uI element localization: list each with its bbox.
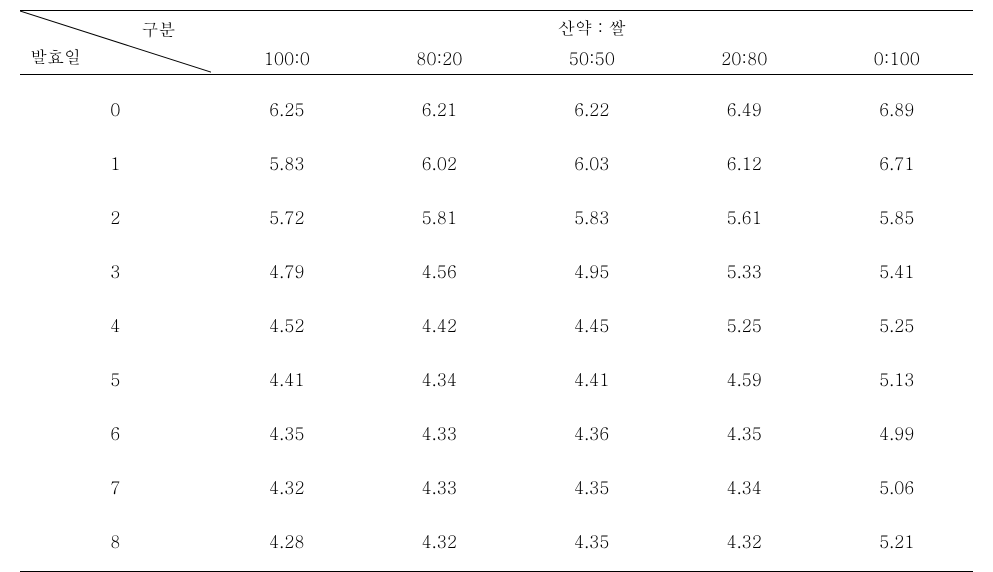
data-cell: 6.12 [668, 136, 820, 190]
data-cell: 5.21 [820, 514, 973, 572]
data-cell: 6.03 [516, 136, 668, 190]
data-cell: 6.22 [516, 75, 668, 137]
data-cell: 4.35 [516, 514, 668, 572]
table-row: 1 5.83 6.02 6.03 6.12 6.71 [20, 136, 973, 190]
data-cell: 6.89 [820, 75, 973, 137]
table-row: 8 4.28 4.32 4.35 4.32 5.21 [20, 514, 973, 572]
data-cell: 5.25 [820, 298, 973, 352]
data-cell: 5.25 [668, 298, 820, 352]
data-cell: 4.33 [363, 406, 515, 460]
data-cell: 6.25 [211, 75, 363, 137]
data-cell: 4.35 [211, 406, 363, 460]
diagonal-header-cell: 구분 발효일 [20, 11, 211, 75]
data-cell: 4.34 [363, 352, 515, 406]
data-cell: 6.21 [363, 75, 515, 137]
data-cell: 5.83 [211, 136, 363, 190]
data-cell: 4.35 [516, 460, 668, 514]
data-cell: 5.06 [820, 460, 973, 514]
data-cell: 5.13 [820, 352, 973, 406]
data-cell: 5.81 [363, 190, 515, 244]
row-label: 5 [20, 352, 211, 406]
header-diag-top: 구분 [142, 17, 176, 41]
table-row: 3 4.79 4.56 4.95 5.33 5.41 [20, 244, 973, 298]
data-cell: 4.32 [668, 514, 820, 572]
data-cell: 4.41 [516, 352, 668, 406]
data-cell: 4.32 [211, 460, 363, 514]
data-cell: 4.36 [516, 406, 668, 460]
data-cell: 5.85 [820, 190, 973, 244]
row-label: 7 [20, 460, 211, 514]
data-cell: 4.59 [668, 352, 820, 406]
row-label: 3 [20, 244, 211, 298]
row-label: 2 [20, 190, 211, 244]
data-cell: 4.33 [363, 460, 515, 514]
row-label: 6 [20, 406, 211, 460]
table-row: 0 6.25 6.21 6.22 6.49 6.89 [20, 75, 973, 137]
col-header: 20:80 [668, 43, 820, 75]
row-label: 1 [20, 136, 211, 190]
data-cell: 5.41 [820, 244, 973, 298]
header-diag-bottom: 발효일 [30, 44, 81, 68]
col-header: 100:0 [211, 43, 363, 75]
col-header: 50:50 [516, 43, 668, 75]
col-header: 80:20 [363, 43, 515, 75]
data-cell: 5.72 [211, 190, 363, 244]
data-cell: 5.33 [668, 244, 820, 298]
table-row: 4 4.52 4.42 4.45 5.25 5.25 [20, 298, 973, 352]
data-cell: 5.61 [668, 190, 820, 244]
data-cell: 4.99 [820, 406, 973, 460]
table-row: 2 5.72 5.81 5.83 5.61 5.85 [20, 190, 973, 244]
data-table: 구분 발효일 산약 : 쌀 100:0 80:20 50:50 20:80 0:… [20, 10, 973, 572]
col-header: 0:100 [820, 43, 973, 75]
data-cell: 4.42 [363, 298, 515, 352]
data-cell: 4.35 [668, 406, 820, 460]
data-cell: 6.02 [363, 136, 515, 190]
data-cell: 4.28 [211, 514, 363, 572]
data-cell: 4.32 [363, 514, 515, 572]
data-cell: 6.71 [820, 136, 973, 190]
data-cell: 6.49 [668, 75, 820, 137]
row-label: 0 [20, 75, 211, 137]
table-row: 5 4.41 4.34 4.41 4.59 5.13 [20, 352, 973, 406]
table-row: 6 4.35 4.33 4.36 4.35 4.99 [20, 406, 973, 460]
data-cell: 4.41 [211, 352, 363, 406]
group-header: 산약 : 쌀 [211, 11, 973, 43]
data-cell: 4.95 [516, 244, 668, 298]
data-cell: 4.56 [363, 244, 515, 298]
table-body: 0 6.25 6.21 6.22 6.49 6.89 1 5.83 6.02 6… [20, 75, 973, 572]
data-cell: 5.83 [516, 190, 668, 244]
data-cell: 4.34 [668, 460, 820, 514]
data-cell: 4.45 [516, 298, 668, 352]
table-row: 7 4.32 4.33 4.35 4.34 5.06 [20, 460, 973, 514]
table-header: 구분 발효일 산약 : 쌀 100:0 80:20 50:50 20:80 0:… [20, 11, 973, 75]
data-cell: 4.52 [211, 298, 363, 352]
row-label: 4 [20, 298, 211, 352]
data-cell: 4.79 [211, 244, 363, 298]
row-label: 8 [20, 514, 211, 572]
